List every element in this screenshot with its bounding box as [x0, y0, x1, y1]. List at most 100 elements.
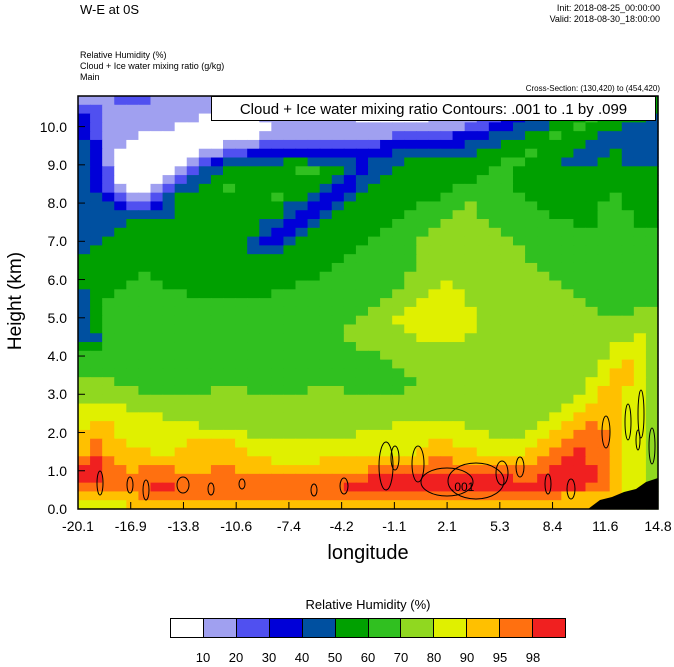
- rh-cell: [138, 403, 152, 413]
- rh-cell: [561, 429, 575, 440]
- rh-cell: [319, 385, 333, 396]
- rh-cell: [368, 482, 381, 493]
- rh-cell: [114, 148, 127, 159]
- rh-cell: [90, 491, 103, 501]
- rh-cell: [500, 280, 514, 290]
- rh-cell: [126, 183, 140, 194]
- rh-cell: [319, 394, 333, 405]
- rh-cell: [513, 289, 526, 299]
- rh-cell: [573, 412, 587, 422]
- rh-cell: [525, 262, 538, 273]
- rh-cell: [319, 377, 333, 387]
- rh-cell: [126, 500, 140, 510]
- rh-cell: [380, 465, 393, 475]
- rh-cell: [210, 262, 224, 273]
- rh-cell: [500, 131, 514, 141]
- rh-cell: [513, 421, 526, 431]
- rh-cell: [597, 438, 611, 449]
- rh-cell: [114, 166, 127, 176]
- rh-cell: [476, 342, 490, 352]
- rh-cell: [283, 456, 297, 466]
- rh-cell: [271, 131, 285, 141]
- rh-cell: [186, 262, 200, 273]
- rh-cell: [162, 491, 176, 501]
- rh-cell: [621, 175, 635, 185]
- rh-cell: [513, 280, 526, 290]
- rh-cell: [573, 368, 587, 378]
- rh-cell: [416, 315, 430, 326]
- rh-cell: [210, 236, 224, 246]
- rh-cell: [368, 139, 381, 150]
- rh-cell: [126, 333, 140, 343]
- rh-cell: [90, 324, 103, 334]
- rh-cell: [392, 148, 405, 159]
- rh-cell: [597, 350, 611, 361]
- rh-cell: [331, 298, 345, 308]
- rh-cell: [331, 148, 345, 159]
- rh-cell: [440, 342, 454, 352]
- rh-cell: [138, 377, 152, 387]
- rh-cell: [368, 280, 381, 290]
- rh-cell: [295, 122, 309, 132]
- rh-cell: [416, 412, 430, 422]
- rh-cell: [488, 482, 502, 493]
- rh-cell: [283, 157, 297, 167]
- rh-cell: [621, 447, 635, 457]
- rh-cell: [283, 289, 297, 299]
- rh-cell: [585, 465, 599, 475]
- rh-cell: [633, 298, 647, 308]
- cloud-contour: [566, 478, 576, 500]
- rh-cell: [392, 201, 405, 211]
- rh-cell: [295, 131, 309, 141]
- rh-cell: [295, 465, 309, 475]
- rh-cell: [537, 183, 550, 194]
- rh-cell: [645, 183, 659, 194]
- rh-cell: [223, 262, 236, 273]
- rh-cell: [162, 254, 176, 264]
- rh-cell: [198, 183, 212, 194]
- rh-cell: [331, 447, 345, 457]
- rh-cell: [343, 324, 357, 334]
- rh-cell: [235, 236, 248, 246]
- rh-cell: [223, 368, 236, 378]
- rh-cell: [561, 245, 575, 255]
- rh-cell: [513, 465, 526, 475]
- rh-cell: [174, 394, 188, 405]
- rh-cell: [174, 113, 188, 123]
- rh-cell: [198, 473, 212, 484]
- rh-cell: [404, 465, 417, 475]
- rh-cell: [235, 394, 248, 405]
- rh-cell: [549, 482, 562, 493]
- rh-cell: [331, 438, 345, 449]
- rh-cell: [633, 183, 647, 194]
- rh-cell: [525, 482, 538, 493]
- rh-cell: [428, 412, 442, 422]
- rh-cell: [162, 113, 176, 123]
- rh-cell: [198, 271, 212, 282]
- rh-cell: [440, 473, 454, 484]
- x-tick-label: 11.6: [592, 518, 619, 534]
- rh-cell: [416, 271, 430, 282]
- rh-cell: [343, 412, 357, 422]
- rh-cell: [597, 385, 611, 396]
- rh-cell: [162, 183, 176, 194]
- rh-cell: [126, 219, 140, 229]
- rh-cell: [90, 210, 103, 220]
- rh-cell: [585, 166, 599, 176]
- rh-cell: [78, 227, 91, 238]
- rh-cell: [210, 166, 224, 176]
- rh-cell: [585, 131, 599, 141]
- rh-cell: [114, 289, 127, 299]
- rh-cell: [162, 271, 176, 282]
- rh-cell: [561, 148, 575, 159]
- rh-cell: [428, 183, 442, 194]
- rh-cell: [392, 324, 405, 334]
- rh-cell: [247, 491, 260, 501]
- rh-cell: [537, 148, 550, 159]
- rh-cell: [319, 192, 333, 203]
- rh-cell: [537, 131, 550, 141]
- rh-cell: [126, 412, 140, 422]
- rh-cell: [295, 245, 309, 255]
- rh-cell: [283, 183, 297, 194]
- rh-cell: [283, 139, 297, 150]
